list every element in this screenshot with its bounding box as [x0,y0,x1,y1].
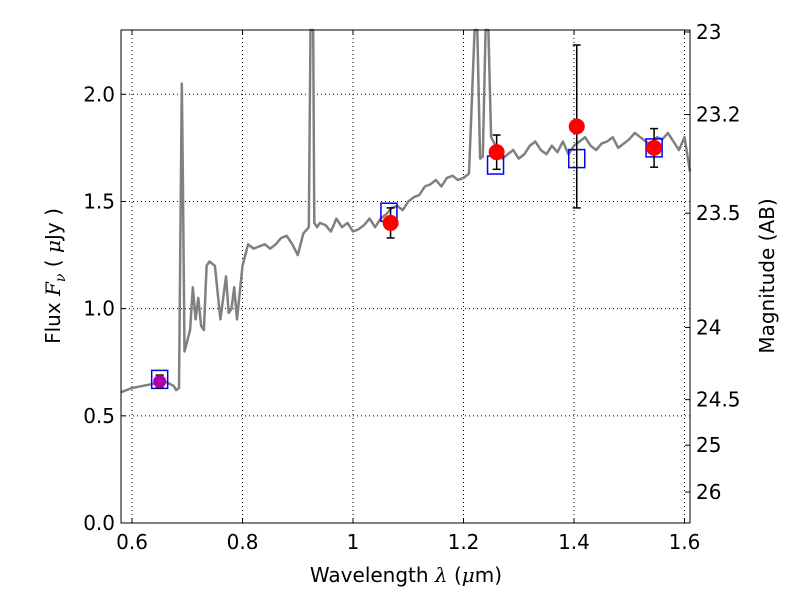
y-tick-label: 1.5 [83,189,115,213]
y-axis: 0.0 0.5 1.0 1.5 2.0 [83,82,126,535]
observed-point [382,214,399,231]
model-photometry-layer [150,138,663,390]
observed-point [568,118,585,135]
errorbar-layer [155,44,659,389]
y-tick-label: 0.0 [83,511,115,535]
x-tick-label: 1.6 [669,530,701,554]
x-tick-label: 1.2 [448,530,480,554]
y-axis-label: Flux Fν ( μJy ) [41,208,69,344]
y-tick-label: 2.0 [83,82,115,106]
y2-tick-label: 23.5 [696,201,741,225]
y2-tick-label: 24.5 [696,388,741,412]
x-tick-label: 0.8 [227,530,259,554]
x-tick-label: 1.4 [558,530,590,554]
observed-points-layer [153,118,663,389]
y2-tick-label: 24 [696,316,721,340]
y2-tick-label: 25 [696,433,721,457]
y-tick-label: 1.0 [83,297,115,321]
x-axis: 0.6 0.8 1 1.2 1.4 1.6 [116,30,700,554]
y-tick-label: 0.5 [83,404,115,428]
observed-point [646,139,663,156]
y2-tick-label: 23 [696,20,721,44]
y2-axis-label: Magnitude (AB) [755,198,779,353]
observed-point [488,144,505,161]
model-spectrum-line [120,28,692,394]
y2-axis: 23 23.2 23.5 24 24.5 25 26 [685,20,741,504]
x-axis-label: Wavelength λ (μm) [310,563,502,587]
y2-tick-label: 23.2 [696,103,741,127]
x-tick-label: 1 [347,530,360,554]
observed-point [153,375,167,389]
y2-tick-label: 26 [696,480,721,504]
plot-frame [120,29,691,524]
x-tick-label: 0.6 [116,530,148,554]
model-spectrum-layer [120,28,692,394]
